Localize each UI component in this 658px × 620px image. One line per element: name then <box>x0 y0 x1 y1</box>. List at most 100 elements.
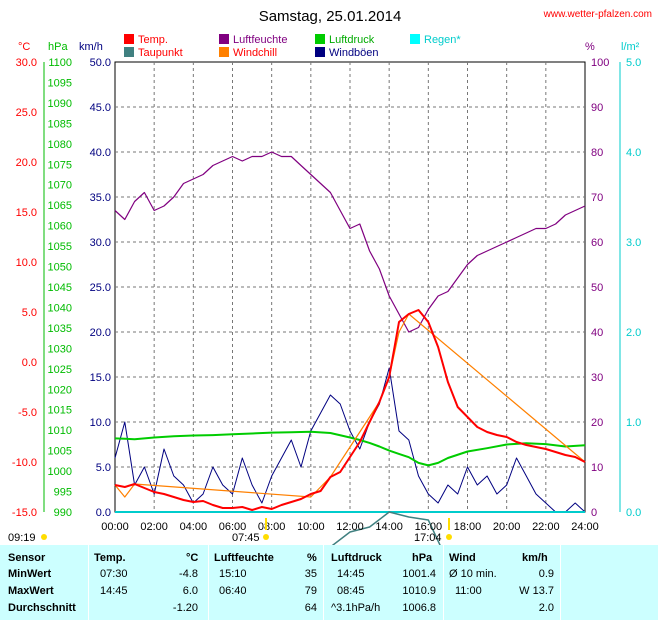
pressure-tick-label: 1000 <box>48 466 72 478</box>
pressure-tick-label: 1095 <box>48 77 72 89</box>
stats-row-label: MinWert <box>8 568 52 580</box>
pressure-tick-label: 1055 <box>48 241 72 253</box>
pressure-tick-label: 995 <box>54 487 72 499</box>
humidity-tick-label: 0 <box>591 507 597 519</box>
sunset-label: 17:04 <box>414 532 442 544</box>
stats-header-temp: Temp. <box>94 552 126 564</box>
pressure-tick-label: 1040 <box>48 302 72 314</box>
stats-cell: 6.0 <box>182 585 198 597</box>
temp-tick-label: -15.0 <box>12 507 37 519</box>
stats-cell: 08:45 <box>337 585 365 597</box>
time-tick-label: 06:00 <box>219 521 247 533</box>
wind-tick-label: 0.0 <box>96 507 111 519</box>
legend-label-dewpoint: Taupunkt <box>138 47 183 59</box>
stats-divider <box>208 545 209 620</box>
stats-header-pressure: Luftdruck <box>331 552 382 564</box>
legend-label-rain: Regen* <box>424 34 461 46</box>
sunrise-label: 07:45 <box>232 532 260 544</box>
humidity-tick-label: 10 <box>591 462 603 474</box>
wind-tick-label: 15.0 <box>90 372 111 384</box>
humidity-tick-label: 90 <box>591 102 603 114</box>
pressure-tick-label: 1005 <box>48 446 72 458</box>
wind-tick-label: 5.0 <box>96 462 111 474</box>
time-tick-label: 10:00 <box>297 521 325 533</box>
wind-tick-label: 35.0 <box>90 192 111 204</box>
pressure-tick-label: 1030 <box>48 343 72 355</box>
stats-cell: 15:10 <box>219 568 247 580</box>
chart-legend: Temp. Luftfeuchte Luftdruck Regen* Taupu… <box>124 34 461 59</box>
wind-tick-label: 50.0 <box>90 57 111 69</box>
sunrise-icon <box>263 534 269 540</box>
pressure-tick-label: 1070 <box>48 180 72 192</box>
stats-divider <box>323 545 324 620</box>
rain-tick-label: 3.0 <box>626 237 641 249</box>
pressure-tick-label: 1045 <box>48 282 72 294</box>
moon-icon <box>41 534 47 540</box>
stats-cell: -4.8 <box>179 568 198 580</box>
stats-cell: 0.9 <box>538 568 554 580</box>
time-tick-label: 20:00 <box>493 521 521 533</box>
pressure-tick-label: 1080 <box>48 139 72 151</box>
time-tick-label: 04:00 <box>180 521 208 533</box>
stats-cell: 35 <box>304 568 317 580</box>
wind-tick-label: 10.0 <box>90 417 111 429</box>
rain-tick-label: 2.0 <box>626 327 641 339</box>
stats-cell: 11:00 <box>455 585 482 597</box>
pressure-tick-label: 1035 <box>48 323 72 335</box>
temp-tick-label: 5.0 <box>22 307 37 319</box>
stats-cell: 2.0 <box>538 602 554 614</box>
stats-divider <box>443 545 444 620</box>
series-layer <box>114 151 586 545</box>
humidity-tick-label: 40 <box>591 327 603 339</box>
axis-unit-temp: °C <box>18 41 30 53</box>
wind-tick-label: 45.0 <box>90 102 111 114</box>
site-link[interactable]: www.wetter-pfalzen.com <box>543 9 652 20</box>
stats-header-sensor: Sensor <box>8 552 46 564</box>
stats-cell: 14:45 <box>337 568 365 580</box>
stats-cell: -1.20 <box>172 602 198 614</box>
pressure-tick-label: 1090 <box>48 98 72 110</box>
stats-cell: 1006.8 <box>402 602 436 614</box>
legend-label-pressure: Luftdruck <box>329 34 375 46</box>
time-tick-label: 00:00 <box>101 521 129 533</box>
legend-label-humidity: Luftfeuchte <box>233 34 287 46</box>
stats-cell: 64 <box>304 602 317 614</box>
pressure-tick-label: 1010 <box>48 425 72 437</box>
stats-header-humidity-unit: % <box>307 552 317 564</box>
humidity-tick-label: 80 <box>591 147 603 159</box>
stats-header-pressure-unit: hPa <box>412 552 433 564</box>
time-tick-label: 24:00 <box>571 521 599 533</box>
chart-title: Samstag, 25.01.2014 <box>259 8 402 25</box>
temp-tick-label: 20.0 <box>16 157 37 169</box>
axis-unit-pressure: hPa <box>48 41 68 53</box>
stats-divider <box>88 545 89 620</box>
time-tick-label: 18:00 <box>454 521 482 533</box>
humidity-tick-label: 60 <box>591 237 603 249</box>
wind-tick-label: 20.0 <box>90 327 111 339</box>
stats-row-label: MaxWert <box>8 585 54 597</box>
legend-swatch-dewpoint <box>124 47 134 57</box>
wind-tick-label: 40.0 <box>90 147 111 159</box>
stats-header-temp-unit: °C <box>186 552 199 564</box>
time-tick-label: 08:00 <box>258 521 286 533</box>
legend-label-temp: Temp. <box>138 34 168 46</box>
humidity-tick-label: 50 <box>591 282 603 294</box>
series-line-windben <box>114 367 586 513</box>
humidity-tick-label: 100 <box>591 57 609 69</box>
series-line-luftfeuchte <box>114 151 586 333</box>
stats-cell: 06:40 <box>219 585 247 597</box>
legend-swatch-pressure <box>315 34 325 44</box>
stats-cell: 79 <box>304 585 317 597</box>
temp-tick-label: 25.0 <box>16 107 37 119</box>
moonrise-label: 09:19 <box>8 532 36 544</box>
pressure-tick-label: 1065 <box>48 200 72 212</box>
weather-chart: Samstag, 25.01.2014 www.wetter-pfalzen.c… <box>8 8 652 545</box>
pressure-tick-label: 1020 <box>48 384 72 396</box>
pressure-tick-label: 1050 <box>48 262 72 274</box>
axis-unit-rain: l/m² <box>621 41 640 53</box>
stats-table: Sensor Temp. °C Luftfeuchte % Luftdruck … <box>0 545 658 620</box>
legend-swatch-rain <box>410 34 420 44</box>
rain-tick-label: 5.0 <box>626 57 641 69</box>
temp-tick-label: -10.0 <box>12 457 37 469</box>
